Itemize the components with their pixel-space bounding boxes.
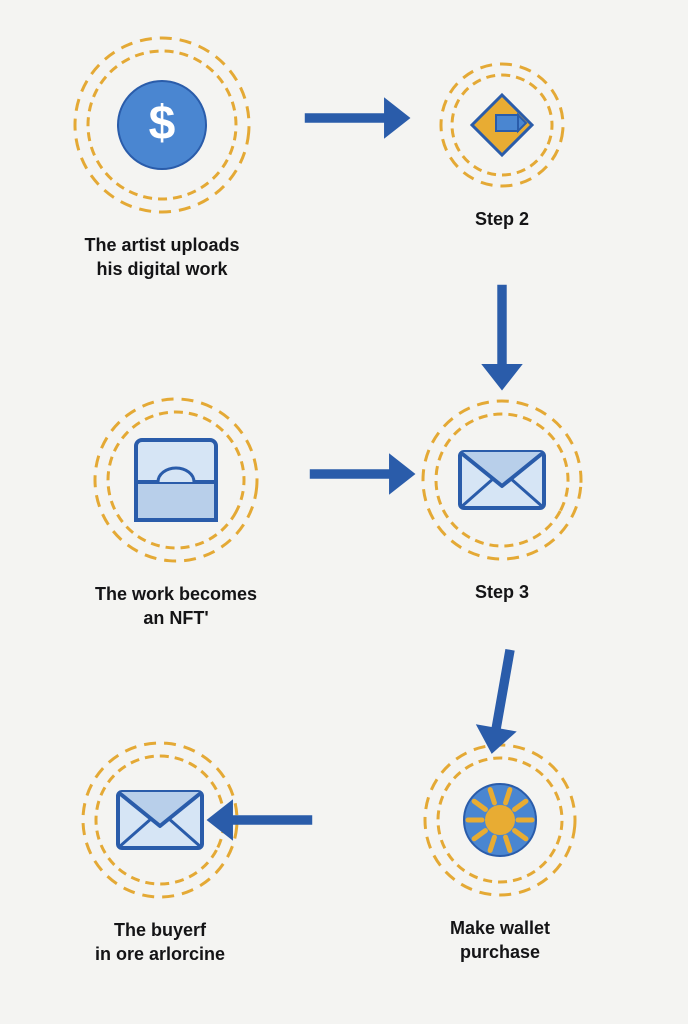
flow-node-n4: Step 3 — [420, 398, 584, 604]
node-label: The work becomes an NFT' — [95, 582, 257, 631]
node-label: The artist uploads his digital work — [84, 233, 239, 282]
wallet-icon — [92, 396, 260, 564]
flow-node-n3: The work becomes an NFT' — [92, 396, 260, 631]
flow-node-n1: $ The artist uploads his digital work — [72, 35, 252, 282]
node-label: Step 2 — [475, 207, 529, 231]
flow-arrow — [182, 794, 316, 846]
node-label: Make wallet purchase — [450, 916, 550, 965]
flow-node-n2: Step 2 — [438, 61, 566, 231]
flow-arrow — [476, 281, 528, 415]
dollar-icon: $ — [72, 35, 252, 215]
node-label: The buyerf in ore arlorcine — [95, 918, 225, 967]
envelope-icon — [420, 398, 584, 562]
node-label: Step 3 — [475, 580, 529, 604]
flow-arrow — [301, 92, 435, 144]
diamond-icon — [438, 61, 566, 189]
svg-text:$: $ — [149, 97, 176, 150]
flow-arrow — [306, 448, 440, 500]
flow-node-n6: The buyerf in ore arlorcine — [80, 740, 240, 967]
